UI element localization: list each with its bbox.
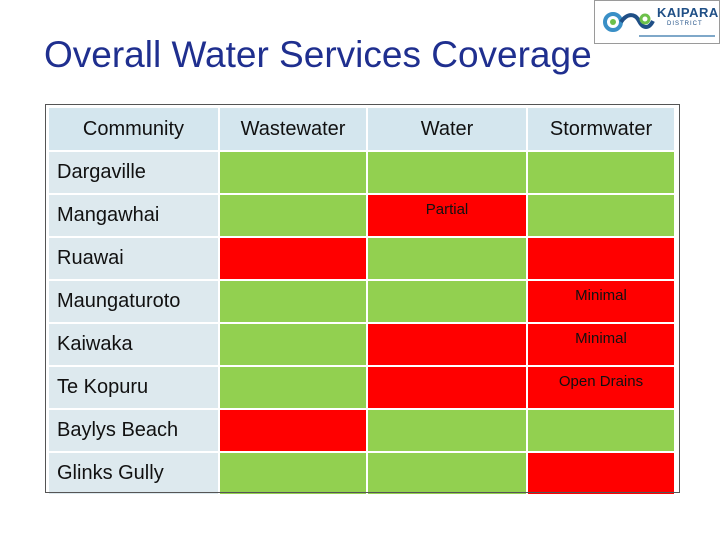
stormwater-status-cell xyxy=(526,150,676,195)
table-row: Kaiwaka Minimal xyxy=(47,322,676,367)
stormwater-status-cell xyxy=(526,193,676,238)
status-note: Partial xyxy=(425,201,469,218)
wave-logo-icon xyxy=(603,12,655,32)
table-row: Baylys Beach xyxy=(47,408,676,453)
stormwater-status-cell xyxy=(526,408,676,453)
column-header: Community xyxy=(47,106,220,152)
community-name: Glinks Gully xyxy=(47,451,220,496)
stormwater-status-cell: Open Drains xyxy=(526,365,676,410)
water-status-cell xyxy=(366,236,528,281)
table-row: Mangawhai Partial xyxy=(47,193,676,238)
logo-brand-text: KAIPARA xyxy=(657,5,719,20)
wastewater-status-cell xyxy=(218,150,368,195)
community-name: Maungaturoto xyxy=(47,279,220,324)
wastewater-status-cell xyxy=(218,451,368,496)
table-row: Maungaturoto Minimal xyxy=(47,279,676,324)
wastewater-status-cell xyxy=(218,365,368,410)
status-note: Minimal xyxy=(575,287,627,304)
community-name: Kaiwaka xyxy=(47,322,220,367)
stormwater-status-cell xyxy=(526,236,676,281)
water-status-cell xyxy=(366,451,528,496)
water-status-cell xyxy=(366,322,528,367)
column-header: Water xyxy=(366,106,528,152)
stormwater-status-cell xyxy=(526,451,676,496)
status-note: Minimal xyxy=(575,330,627,347)
kaipara-logo: KAIPARA DISTRICT xyxy=(594,0,720,44)
community-name: Te Kopuru xyxy=(47,365,220,410)
wastewater-status-cell xyxy=(218,279,368,324)
stormwater-status-cell: Minimal xyxy=(526,322,676,367)
water-status-cell xyxy=(366,365,528,410)
wastewater-status-cell xyxy=(218,236,368,281)
logo-sub-text: DISTRICT xyxy=(667,21,703,27)
wastewater-status-cell xyxy=(218,408,368,453)
community-name: Dargaville xyxy=(47,150,220,195)
table-body: Dargaville Mangawhai Partial Ruawai Maungatu… xyxy=(47,150,676,496)
table-row: Glinks Gully xyxy=(47,451,676,496)
table-row: Te Kopuru Open Drains xyxy=(47,365,676,410)
table-row: Dargaville xyxy=(47,150,676,195)
water-status-cell: Partial xyxy=(366,193,528,238)
stormwater-status-cell: Minimal xyxy=(526,279,676,324)
table-header-row: Community Wastewater Water Stormwater xyxy=(47,106,676,152)
water-status-cell xyxy=(366,279,528,324)
community-name: Baylys Beach xyxy=(47,408,220,453)
wastewater-status-cell xyxy=(218,322,368,367)
table-row: Ruawai xyxy=(47,236,676,281)
column-header: Stormwater xyxy=(526,106,676,152)
water-status-cell xyxy=(366,408,528,453)
wastewater-status-cell xyxy=(218,193,368,238)
coverage-table: Community Wastewater Water Stormwater Darga… xyxy=(47,106,676,496)
community-name: Ruawai xyxy=(47,236,220,281)
page-title: Overall Water Services Coverage xyxy=(44,34,592,75)
logo-tagline-bar xyxy=(639,35,715,37)
water-status-cell xyxy=(366,150,528,195)
community-name: Mangawhai xyxy=(47,193,220,238)
column-header: Wastewater xyxy=(218,106,368,152)
status-note: Open Drains xyxy=(558,373,644,390)
